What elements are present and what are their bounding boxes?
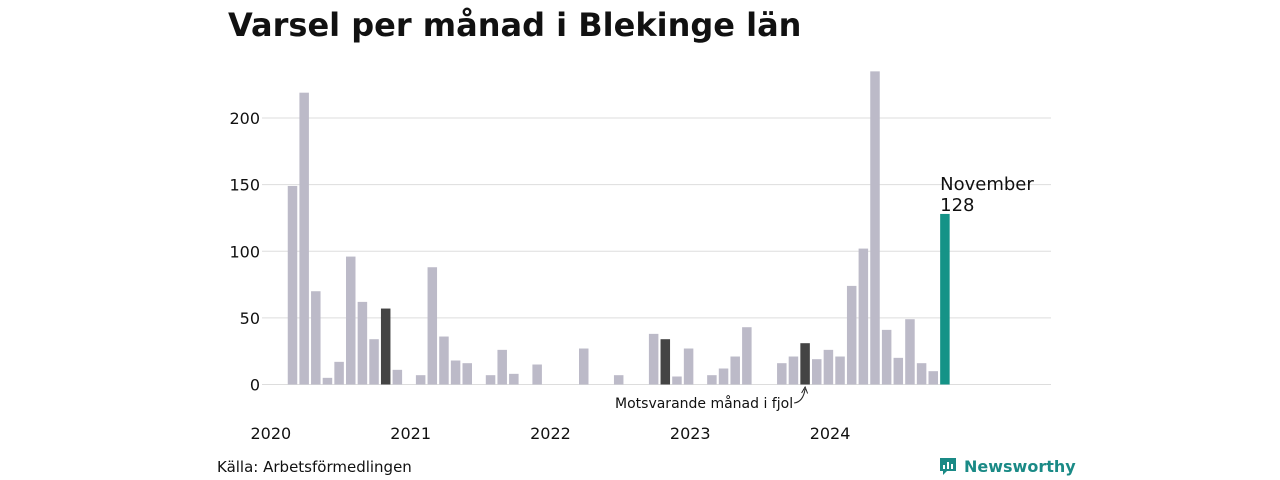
annotation: Motsvarande månad i fjol (615, 385, 809, 412)
x-tick-label: 2024 (810, 424, 851, 443)
newsworthy-logo: Newsworthy (938, 456, 1076, 476)
bar-current-month (940, 213, 950, 385)
bar (357, 301, 368, 385)
bar (870, 71, 880, 385)
y-tick-label: 50 (240, 309, 260, 328)
bar (730, 356, 740, 385)
current-month-value: 128 (940, 195, 974, 216)
bar (532, 364, 542, 385)
bar (893, 357, 904, 385)
bar (427, 267, 438, 385)
annotation-text: Motsvarande månad i fjol (615, 395, 793, 412)
y-tick-label: 150 (229, 176, 260, 195)
y-axis-ticks: 0 50 100 150 200 (229, 109, 260, 395)
bar (835, 356, 845, 385)
bar (287, 185, 298, 385)
bar (683, 348, 694, 385)
bar (660, 339, 671, 385)
bar (800, 343, 810, 385)
x-tick-label: 2022 (530, 424, 571, 443)
bar (346, 256, 356, 385)
chart-title: Varsel per månad i Blekinge län (228, 6, 802, 44)
bar (858, 248, 869, 385)
bars (287, 71, 950, 385)
annotation-arrowhead (801, 385, 809, 394)
bar (823, 349, 834, 385)
y-tick-label: 100 (229, 242, 260, 261)
y-tick-label: 0 (250, 376, 260, 395)
bar (742, 327, 752, 385)
x-tick-label: 2021 (390, 424, 431, 443)
bar (392, 369, 403, 385)
bar (322, 377, 333, 385)
bar (928, 371, 938, 385)
x-tick-label: 2020 (251, 424, 292, 443)
bar (485, 375, 496, 385)
bar (334, 361, 344, 385)
bar (462, 363, 472, 385)
bar (672, 376, 682, 385)
bar (439, 336, 449, 385)
bar (299, 92, 309, 385)
bar (648, 333, 659, 385)
bar (788, 356, 799, 385)
source-text: Källa: Arbetsförmedlingen (217, 458, 412, 476)
y-tick-label: 200 (229, 109, 260, 128)
bar (916, 363, 927, 385)
bar (497, 349, 507, 385)
bar (369, 339, 379, 385)
bar (579, 348, 589, 385)
bar (881, 329, 892, 385)
bar (380, 308, 391, 385)
current-month-name: November (940, 174, 1034, 195)
x-tick-label: 2023 (670, 424, 711, 443)
annotation-arrow (794, 388, 806, 404)
bar (905, 319, 915, 385)
brand-name: Newsworthy (964, 456, 1076, 476)
bar (415, 375, 426, 385)
bar (846, 285, 857, 385)
bar (718, 368, 729, 385)
bar (311, 291, 321, 385)
bar (450, 360, 461, 385)
bar (707, 375, 717, 385)
x-axis-ticks: 2020 2021 2022 2023 2024 (251, 424, 851, 443)
bar (812, 359, 822, 385)
bar (509, 373, 519, 385)
bar (777, 363, 787, 385)
bar (613, 375, 624, 385)
newsworthy-logo-icon (940, 458, 956, 475)
